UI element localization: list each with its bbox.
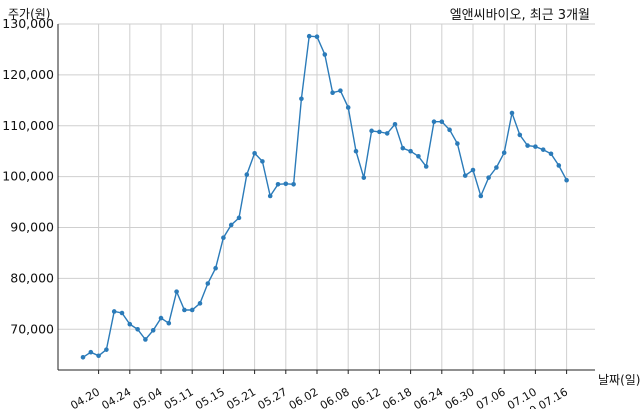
series-line xyxy=(82,35,568,358)
x-tick-label: 05.21 xyxy=(224,385,258,409)
data-point xyxy=(517,132,523,138)
data-point xyxy=(80,354,86,360)
data-point xyxy=(104,347,109,352)
series-price xyxy=(80,33,569,360)
data-point xyxy=(525,143,530,148)
data-point xyxy=(462,173,468,178)
axis-layer xyxy=(57,24,595,374)
data-point xyxy=(275,181,281,187)
y-tick-label: 130,000 xyxy=(2,16,54,31)
data-point xyxy=(119,310,125,316)
data-point xyxy=(423,164,429,169)
data-point xyxy=(384,131,390,136)
data-point xyxy=(213,265,218,271)
x-tick-label: 06.30 xyxy=(443,385,477,409)
data-point xyxy=(314,34,320,40)
chart-title: 엘앤씨바이오, 최근 3개월 xyxy=(450,8,590,23)
data-point xyxy=(400,145,406,151)
data-point xyxy=(111,309,117,314)
data-point xyxy=(127,321,133,327)
x-tick-label: 06.02 xyxy=(287,385,321,409)
y-tick-label: 90,000 xyxy=(10,220,54,235)
data-point xyxy=(431,119,437,124)
data-point xyxy=(189,307,195,313)
data-point xyxy=(509,110,515,116)
data-point xyxy=(174,289,179,294)
x-tick-label: 06.08 xyxy=(318,385,352,409)
x-tick-label: 05.27 xyxy=(256,385,290,409)
data-point xyxy=(197,301,203,306)
y-tick-label: 110,000 xyxy=(2,118,54,133)
data-point xyxy=(88,349,94,355)
data-point xyxy=(244,172,250,177)
data-point xyxy=(392,121,398,127)
x-tick-label: 06.12 xyxy=(349,385,383,409)
data-point xyxy=(494,165,499,170)
data-point xyxy=(470,167,476,173)
data-point xyxy=(447,127,452,133)
data-point xyxy=(166,320,172,326)
y-tick-labels: 70,000 80,000 90,000 100,000 110,000 120,000 1… xyxy=(2,16,54,336)
y-tick-label: 80,000 xyxy=(10,270,54,285)
data-point xyxy=(564,177,569,183)
data-point xyxy=(330,90,335,95)
data-point xyxy=(228,222,234,228)
x-tick-label: 05.15 xyxy=(193,385,227,409)
data-point xyxy=(353,148,359,154)
data-point xyxy=(221,235,226,241)
data-point xyxy=(135,326,140,332)
x-axis-label: 날짜(일) xyxy=(598,373,640,387)
data-point xyxy=(299,96,304,102)
data-point xyxy=(439,119,445,124)
data-point xyxy=(236,215,242,221)
grid-layer xyxy=(58,23,595,370)
data-point xyxy=(501,150,507,156)
x-tick-label: 06.18 xyxy=(380,385,414,409)
data-point xyxy=(369,128,374,134)
x-tick-label: 05.11 xyxy=(162,385,196,409)
data-point xyxy=(252,150,257,156)
x-tick-label: 04.20 xyxy=(68,385,102,409)
x-tick-labels: 04.2004.2405.0405.1105.1505.2105.2706.02… xyxy=(68,385,570,409)
y-tick-label: 70,000 xyxy=(10,321,54,336)
data-point xyxy=(150,328,156,333)
data-point xyxy=(260,159,265,164)
data-point xyxy=(291,181,296,187)
data-point xyxy=(533,144,538,149)
data-point xyxy=(283,181,289,187)
data-point xyxy=(267,193,273,199)
x-tick-label: 05.04 xyxy=(131,385,165,409)
data-point xyxy=(205,281,211,286)
y-tick-label: 120,000 xyxy=(2,67,54,82)
data-point xyxy=(361,175,367,180)
data-point xyxy=(338,88,343,93)
data-point xyxy=(455,141,460,146)
data-point xyxy=(478,193,484,199)
x-tick-label: 07.06 xyxy=(474,385,508,409)
x-tick-label: 04.24 xyxy=(100,385,134,409)
data-point xyxy=(96,353,101,359)
data-point xyxy=(322,52,328,57)
data-point xyxy=(306,33,312,39)
data-point xyxy=(345,105,351,110)
y-axis-label: 주가(원) xyxy=(8,7,50,21)
data-point xyxy=(540,147,546,152)
data-point xyxy=(377,129,382,135)
data-point xyxy=(158,315,164,321)
data-point xyxy=(416,153,421,159)
data-point xyxy=(143,337,148,342)
data-point xyxy=(556,163,562,168)
data-point xyxy=(486,175,491,180)
data-point xyxy=(182,307,187,313)
x-tick-label: 06.24 xyxy=(412,385,446,409)
data-point xyxy=(408,148,413,154)
data-point xyxy=(548,151,554,157)
y-tick-label: 100,000 xyxy=(2,169,54,184)
